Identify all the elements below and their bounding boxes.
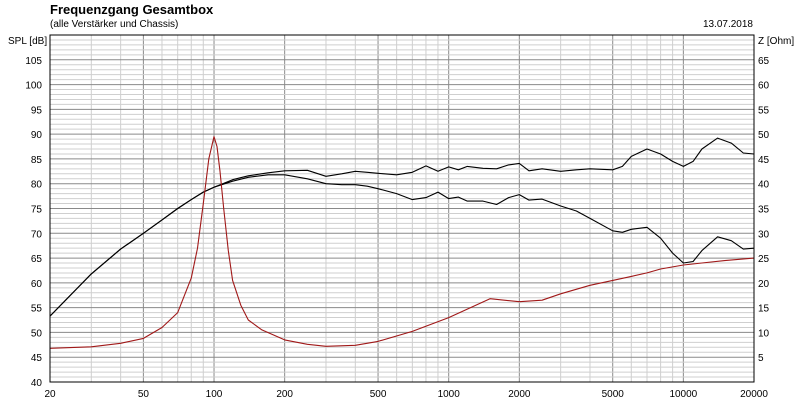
- chart-subtitle: (alle Verstärker und Chassis): [50, 19, 178, 30]
- x-tick-label: 1000: [438, 389, 461, 400]
- chart-date: 13.07.2018: [703, 19, 753, 30]
- x-tick-label: 20000: [740, 389, 768, 400]
- tick-labels: 20 50 100 200 500 1000 2000 5000 10000 20000 40 45 5…: [25, 56, 769, 400]
- series-lines: [49, 136, 755, 349]
- y2-tick-label: 55: [758, 105, 770, 116]
- y-tick-label: 75: [31, 205, 43, 216]
- y-tick-label: 80: [31, 180, 43, 191]
- x-tick-label: 20: [44, 389, 56, 400]
- y-tick-label: 40: [31, 378, 43, 389]
- y-tick-label: 90: [31, 130, 43, 141]
- x-tick-label: 500: [370, 389, 387, 400]
- y2-tick-label: 10: [758, 328, 770, 339]
- y2-tick-label: 45: [758, 155, 770, 166]
- y-tick-label: 70: [31, 229, 43, 240]
- series-line-3: [49, 136, 755, 349]
- y2-tick-label: 30: [758, 229, 770, 240]
- y2-tick-label: 5: [758, 353, 764, 364]
- series-line-1: [49, 137, 755, 317]
- x-tick-label: 100: [206, 389, 223, 400]
- y-tick-label: 55: [31, 304, 43, 315]
- y-tick-label: 95: [31, 105, 43, 116]
- y-tick-label: 85: [31, 155, 43, 166]
- y-tick-label: 105: [25, 56, 42, 67]
- y2-tick-label: 35: [758, 205, 770, 216]
- chart-title: Frequenzgang Gesamtbox: [50, 2, 214, 17]
- y2-tick-label: 60: [758, 81, 770, 92]
- x-tick-label: 10000: [669, 389, 697, 400]
- y-axis-label-spl: SPL [dB]: [8, 36, 47, 47]
- x-tick-label: 2000: [508, 389, 531, 400]
- y-tick-label: 50: [31, 328, 43, 339]
- y-tick-label: 45: [31, 353, 43, 364]
- plot-frame: [49, 34, 755, 383]
- y-tick-label: 65: [31, 254, 43, 265]
- x-tick-label: 200: [276, 389, 293, 400]
- x-tick-label: 50: [138, 389, 150, 400]
- y2-tick-label: 25: [758, 254, 770, 265]
- y2-tick-label: 40: [758, 180, 770, 191]
- y-tick-label: 60: [31, 279, 43, 290]
- y-axis-label-impedance: Z [Ohm]: [758, 36, 794, 47]
- y2-tick-label: 20: [758, 279, 770, 290]
- y2-tick-label: 65: [758, 56, 770, 67]
- series-line-2: [49, 174, 755, 317]
- grid: [50, 35, 754, 382]
- y2-tick-label: 50: [758, 130, 770, 141]
- y-tick-label: 100: [25, 81, 42, 92]
- x-tick-label: 5000: [602, 389, 625, 400]
- y2-tick-label: 15: [758, 304, 770, 315]
